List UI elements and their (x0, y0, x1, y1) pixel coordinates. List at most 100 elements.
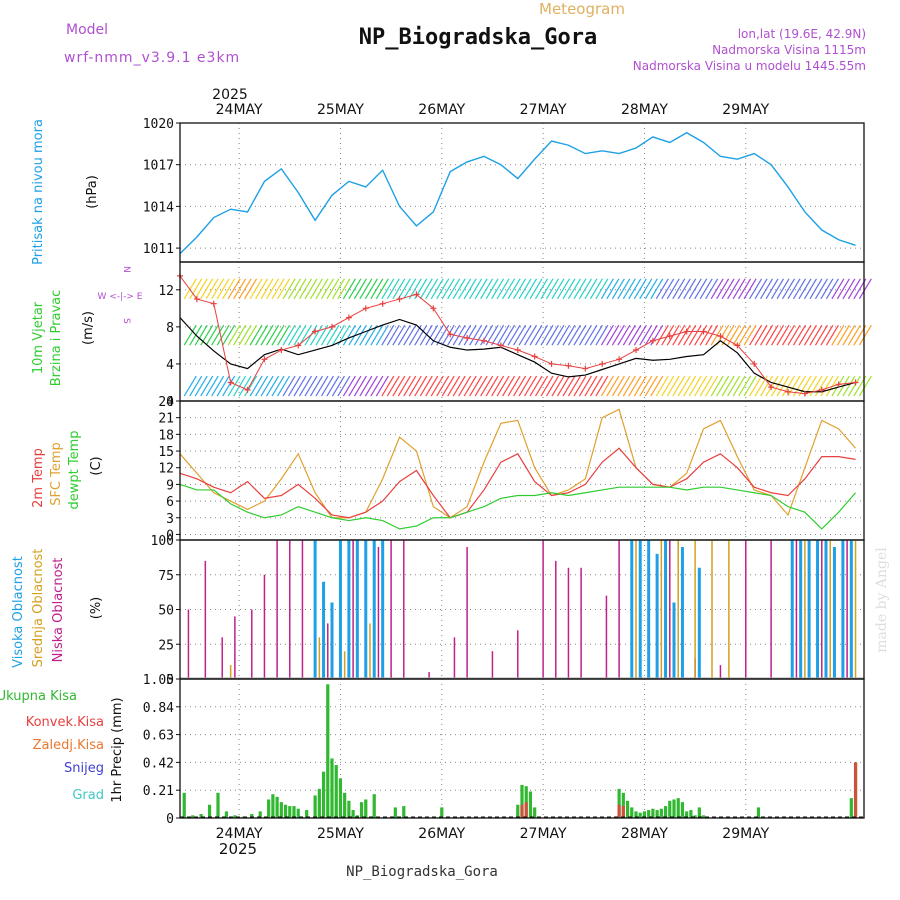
wind-barb (238, 278, 252, 300)
wind-barb (496, 278, 510, 300)
wind-barb (430, 324, 444, 346)
wind-barb (227, 278, 241, 300)
wind-tick-label: 0 (166, 395, 174, 410)
wind-barb (266, 278, 280, 300)
pressure-line (179, 131, 856, 255)
wind-barb (260, 324, 274, 346)
wind-barb (760, 375, 774, 397)
precip-total-bar (647, 810, 651, 818)
watermark: made by Angel (874, 547, 890, 653)
wind-barb (463, 324, 477, 346)
precip-total-bar (630, 807, 634, 818)
wind-barb (502, 324, 516, 346)
wind-barb (628, 324, 642, 346)
wind-barb (606, 278, 620, 300)
wind-barb (738, 324, 752, 346)
wind-barb (287, 324, 302, 346)
wind-gust-marker (565, 362, 572, 369)
wind-barb (266, 324, 280, 346)
precip-total-bar (338, 778, 343, 818)
wind-barb (705, 375, 719, 397)
wind-barb (513, 278, 527, 300)
wind-barb (233, 278, 247, 300)
wind-barb (480, 375, 494, 397)
wind-barb (820, 278, 834, 300)
temperature-tick-label: 0 (166, 528, 174, 543)
pressure-tick-label: 1017 (143, 159, 174, 174)
precip-total-bar (224, 811, 229, 818)
wind-barb (524, 278, 538, 300)
wind-barb (765, 375, 779, 397)
precip-total-bar (849, 798, 853, 818)
wind-barb (249, 324, 263, 346)
wind-barb (738, 375, 752, 397)
wind-gust-marker (278, 347, 285, 354)
wind-barb (814, 375, 828, 397)
wind-barb (694, 324, 708, 346)
wind-gust-marker (362, 305, 369, 312)
wind-barb (183, 278, 197, 300)
wind-barb (452, 278, 466, 300)
wind-gust-marker (430, 305, 437, 312)
wind-barb (677, 278, 691, 300)
wind-barb (847, 278, 861, 300)
wind-barb (688, 375, 702, 397)
wind-gust-marker (717, 333, 724, 340)
precip-total-bar (191, 815, 195, 818)
precip-total-bar (393, 807, 397, 818)
wind-gust-marker (295, 342, 302, 349)
wind-barb (650, 375, 664, 397)
wind-gust-marker (852, 379, 859, 386)
wind-barb (787, 324, 801, 346)
wind-barb (727, 324, 741, 346)
precip-total-bar (216, 792, 220, 818)
wind-barb (787, 375, 801, 397)
wind-gust-marker (633, 347, 639, 354)
wind-barb (672, 324, 686, 346)
wind-barb (738, 278, 752, 300)
wind-barb (260, 278, 274, 300)
wind-barb (600, 324, 614, 346)
precip-total-bar (697, 807, 701, 818)
precip-total-bar (250, 814, 254, 818)
clouds-frame (179, 539, 865, 680)
wind-gust-marker (227, 379, 234, 386)
wind-barb (458, 278, 472, 300)
wind-gust-marker (616, 356, 623, 363)
wind-barb (776, 324, 790, 346)
wind-barb (222, 278, 236, 300)
wind-barb (211, 375, 225, 397)
pressure-panel: 1011 1014 1017 1020 (143, 117, 865, 263)
wind-gust-marker (751, 360, 758, 367)
wind-barb (705, 324, 719, 346)
wind-barb (469, 324, 483, 346)
precip-total-bar (275, 796, 279, 818)
wind-barb (342, 278, 356, 300)
wind-barb (469, 375, 483, 397)
wind-gust-marker (497, 342, 504, 349)
wind-barb (189, 278, 203, 300)
wind-barb (743, 324, 757, 346)
bottom-day-label: 29MAY (722, 826, 769, 842)
wind-barb (205, 324, 219, 346)
precip-total-bar (440, 807, 444, 818)
wind-barb (754, 278, 768, 300)
wind-barb (699, 324, 713, 346)
wind-barb (633, 278, 647, 300)
sfctemp-ylabel: SFC Temp (49, 442, 64, 506)
wind-barb (529, 375, 543, 397)
wind-barb (820, 324, 834, 346)
model-label: Model (66, 22, 108, 38)
wind-barb (858, 324, 872, 346)
precip-tick-label: 1.05 (143, 673, 174, 688)
precip-total-bar (271, 794, 275, 818)
precip-total-bar (326, 684, 330, 818)
precip-tick-label: 0.63 (143, 729, 174, 744)
chart-subtitle: Meteogram (539, 0, 625, 18)
top-day-labels: 24MAY 25MAY 26MAY 27MAY 28MAY 29MAY (216, 102, 770, 118)
wind-barb (814, 278, 828, 300)
wind-barb (205, 278, 219, 300)
clouds-tick-label: 25 (158, 638, 174, 653)
model-altitude-label: Nadmorska Visina u modelu 1445.55m (633, 59, 866, 73)
wind-barb (749, 375, 763, 397)
